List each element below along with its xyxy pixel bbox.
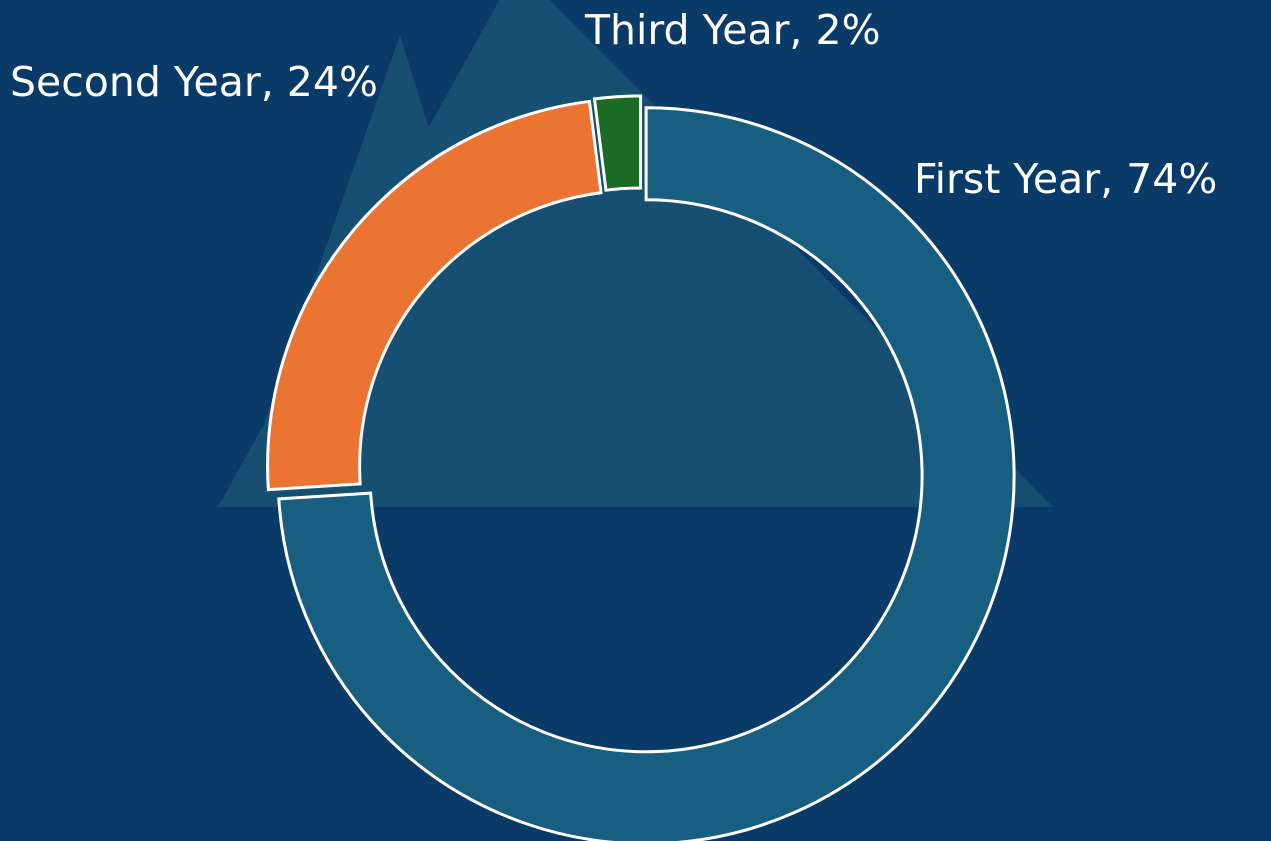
slice-label: Second Year, 24%: [10, 58, 378, 106]
slice-label: First Year, 74%: [914, 155, 1217, 203]
background-triangle: [218, 0, 1053, 507]
donut-slice: [266, 99, 603, 492]
donut: [266, 94, 1016, 841]
slice-label: Third Year, 2%: [584, 6, 881, 54]
donut-slice: [592, 94, 643, 192]
donut-slice: [277, 106, 1016, 841]
